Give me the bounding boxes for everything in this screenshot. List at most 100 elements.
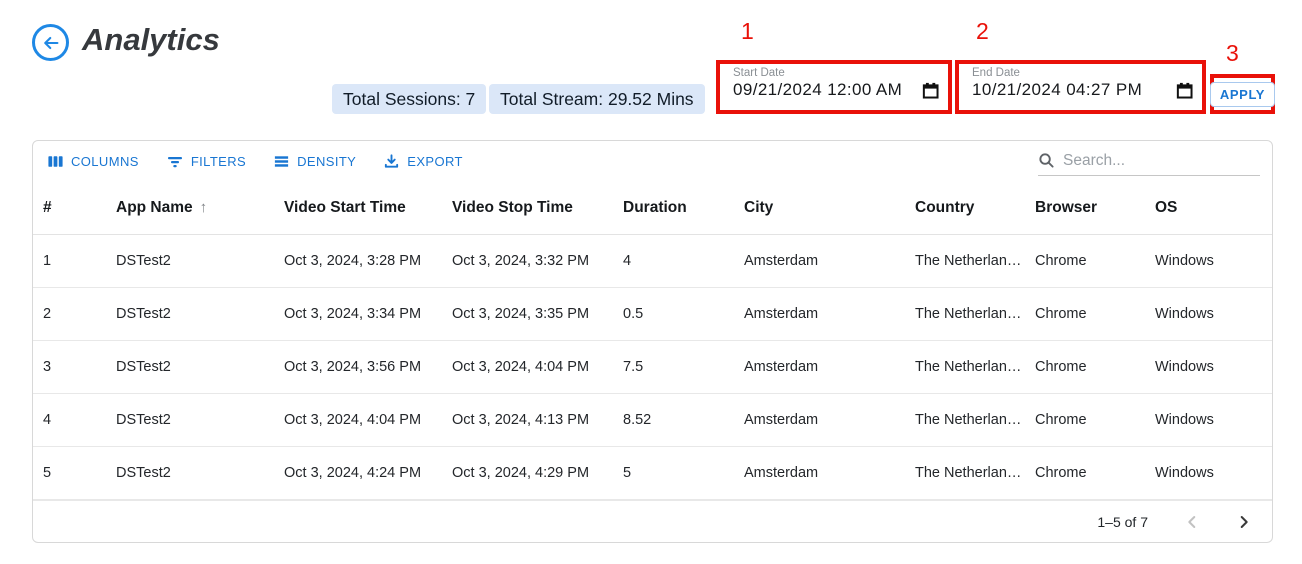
cell: Chrome (1035, 359, 1087, 375)
next-page-button[interactable] (1230, 508, 1258, 536)
columns-label: COLUMNS (71, 153, 139, 169)
start-date-label: Start Date (733, 67, 785, 79)
end-date-value[interactable]: 10/21/2024 04:27 PM (972, 80, 1143, 99)
search-icon (1038, 152, 1055, 169)
table-row[interactable]: 1 DSTest2 Oct 3, 2024, 3:28 PM Oct 3, 2024,… (33, 235, 1272, 288)
cell: The Netherlan… (915, 412, 1022, 428)
search-box[interactable] (1038, 150, 1260, 176)
table-row[interactable]: 3 DSTest2 Oct 3, 2024, 3:56 PM Oct 3, 2024,… (33, 341, 1272, 394)
start-date-field[interactable]: Start Date 09/21/2024 12:00 AM (720, 64, 948, 110)
column-header[interactable]: # (43, 198, 52, 216)
column-header[interactable]: OS (1155, 198, 1178, 216)
start-date-annotation-box: Start Date 09/21/2024 12:00 AM (716, 60, 952, 114)
analytics-table: COLUMNS FILTERS DENSITY EXPORT (32, 140, 1273, 543)
annotation-number-1: 1 (741, 18, 754, 44)
table-footer: 1–5 of 7 (33, 500, 1272, 542)
cell: Windows (1155, 465, 1214, 481)
columns-button[interactable]: COLUMNS (47, 153, 139, 170)
total-sessions-badge: Total Sessions: 7 (332, 84, 487, 114)
density-icon (273, 153, 290, 170)
cell: Oct 3, 2024, 4:13 PM (452, 412, 590, 428)
end-date-annotation-box: End Date 10/21/2024 04:27 PM (955, 60, 1206, 114)
cell: 1 (43, 253, 52, 269)
cell: Amsterdam (744, 412, 819, 428)
cell: 7.5 (623, 359, 644, 375)
cell: 5 (623, 465, 632, 481)
calendar-icon[interactable] (1175, 81, 1194, 100)
cell: Amsterdam (744, 359, 819, 375)
total-stream-badge: Total Stream: 29.52 Mins (489, 84, 705, 114)
annotation-number-2: 2 (976, 18, 989, 44)
cell: DSTest2 (116, 306, 171, 322)
cell: 5 (43, 465, 52, 481)
cell: Chrome (1035, 412, 1087, 428)
cell: Oct 3, 2024, 4:29 PM (452, 465, 590, 481)
previous-page-button[interactable] (1178, 508, 1206, 536)
cell: Oct 3, 2024, 3:32 PM (452, 253, 590, 269)
cell: Chrome (1035, 306, 1087, 322)
cell: The Netherlan… (915, 359, 1022, 375)
column-header[interactable]: App Name ↑ (116, 198, 208, 216)
apply-button[interactable]: APPLY (1209, 81, 1276, 107)
cell: Amsterdam (744, 465, 819, 481)
cell: DSTest2 (116, 412, 171, 428)
end-date-label: End Date (972, 67, 1020, 79)
filter-icon (166, 152, 184, 170)
density-label: DENSITY (297, 153, 357, 169)
columns-icon (47, 153, 64, 170)
calendar-icon[interactable] (921, 81, 940, 100)
cell: Windows (1155, 359, 1214, 375)
cell: Chrome (1035, 465, 1087, 481)
density-button[interactable]: DENSITY (273, 153, 356, 170)
cell: DSTest2 (116, 253, 171, 269)
cell: DSTest2 (116, 359, 171, 375)
search-input[interactable] (1061, 150, 1260, 171)
cell: Oct 3, 2024, 4:04 PM (452, 359, 590, 375)
page-title: Analytics (82, 22, 220, 57)
cell: Oct 3, 2024, 3:28 PM (284, 253, 422, 269)
cell: 8.52 (623, 412, 652, 428)
column-header[interactable]: City (744, 198, 774, 216)
column-header[interactable]: Duration (623, 198, 687, 216)
cell: 2 (43, 306, 52, 322)
cell: The Netherlan… (915, 465, 1022, 481)
table-row[interactable]: 5 DSTest2 Oct 3, 2024, 4:24 PM Oct 3, 2024,… (33, 447, 1272, 500)
cell: The Netherlan… (915, 306, 1022, 322)
column-header[interactable]: Video Start Time (284, 198, 406, 216)
export-download-icon (383, 153, 400, 170)
cell: Windows (1155, 306, 1214, 322)
pagination-range-label: 1–5 of 7 (1097, 513, 1148, 530)
cell: Windows (1155, 412, 1214, 428)
filters-button[interactable]: FILTERS (166, 152, 246, 170)
cell: Oct 3, 2024, 3:34 PM (284, 306, 422, 322)
table-toolbar: COLUMNS FILTERS DENSITY EXPORT (33, 141, 1272, 181)
cell: 4 (623, 253, 632, 269)
apply-annotation-box: APPLY (1209, 74, 1276, 114)
cell: Oct 3, 2024, 3:35 PM (452, 306, 590, 322)
export-button[interactable]: EXPORT (383, 153, 463, 170)
filters-label: FILTERS (190, 153, 247, 169)
cell: Oct 3, 2024, 4:04 PM (284, 412, 422, 428)
cell: 3 (43, 359, 52, 375)
cell: Windows (1155, 253, 1214, 269)
cell: 0.5 (623, 306, 644, 322)
annotation-number-3: 3 (1226, 40, 1239, 66)
cell: Amsterdam (744, 253, 819, 269)
column-header[interactable]: Video Stop Time (452, 198, 573, 216)
column-header[interactable]: Country (915, 198, 975, 216)
arrow-left-icon (40, 32, 62, 54)
cell: 4 (43, 412, 52, 428)
back-button[interactable] (32, 24, 69, 61)
table-body: 1 DSTest2 Oct 3, 2024, 3:28 PM Oct 3, 2024,… (33, 235, 1272, 500)
cell: DSTest2 (116, 465, 171, 481)
cell: Amsterdam (744, 306, 819, 322)
sort-ascending-icon: ↑ (199, 198, 208, 216)
end-date-field[interactable]: End Date 10/21/2024 04:27 PM (959, 64, 1202, 110)
table-row[interactable]: 2 DSTest2 Oct 3, 2024, 3:34 PM Oct 3, 2024,… (33, 288, 1272, 341)
table-header-row: # App Name ↑ Video Start Time Video Stop Tim… (33, 181, 1272, 235)
cell: Oct 3, 2024, 3:56 PM (284, 359, 422, 375)
column-header[interactable]: Browser (1035, 198, 1098, 216)
export-label: EXPORT (407, 153, 463, 169)
start-date-value[interactable]: 09/21/2024 12:00 AM (733, 80, 903, 99)
table-row[interactable]: 4 DSTest2 Oct 3, 2024, 4:04 PM Oct 3, 2024,… (33, 394, 1272, 447)
